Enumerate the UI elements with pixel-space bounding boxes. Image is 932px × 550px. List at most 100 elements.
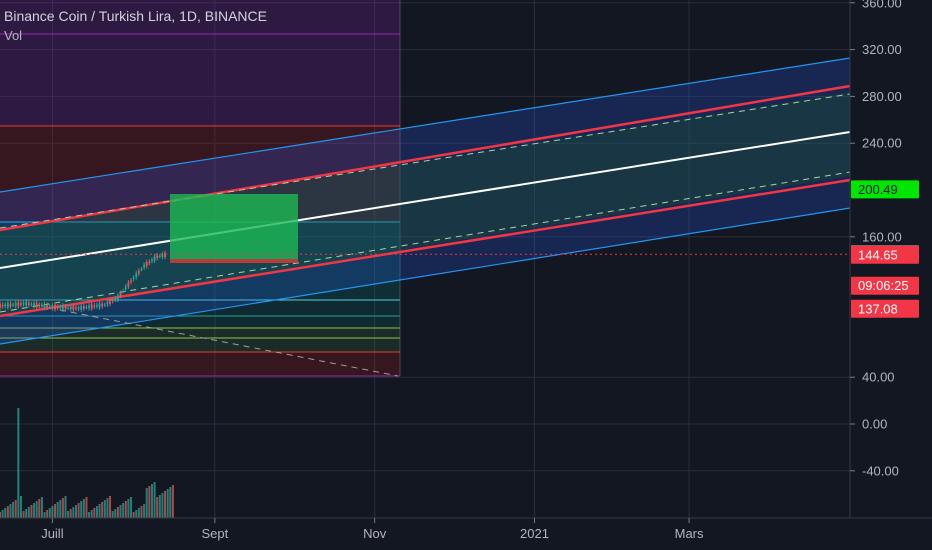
volume-bar	[106, 498, 109, 518]
candle-body	[151, 259, 153, 262]
price-badge[interactable]	[851, 245, 919, 264]
volume-bar	[6, 506, 9, 518]
candle-body	[137, 270, 140, 274]
regression-center-line	[0, 131, 851, 269]
candle-body	[88, 305, 90, 309]
time-tick-label: 2021	[520, 526, 549, 541]
volume-bar	[164, 491, 167, 518]
candle-body	[111, 299, 114, 302]
volume-bar	[150, 484, 153, 518]
price-tick-label: 240.00	[862, 136, 902, 151]
volume-bar	[14, 500, 17, 518]
chart-grid	[0, 0, 850, 518]
stop-zone-box	[170, 259, 298, 263]
volume-bar	[166, 489, 169, 518]
time-tick-label: Nov	[363, 526, 387, 541]
volume-bar	[101, 502, 104, 518]
price-badge-label: 144.65	[858, 247, 898, 262]
long-position-box[interactable]	[170, 194, 298, 263]
volume-bar	[85, 497, 88, 518]
volume-bar	[169, 487, 172, 518]
volume-bar	[74, 505, 77, 518]
candle-body	[153, 256, 156, 261]
candle-body	[12, 304, 14, 306]
price-badge[interactable]	[851, 276, 919, 295]
fib-zone-bottom	[0, 352, 400, 376]
volume-bars	[0, 408, 174, 518]
volume-bar	[137, 508, 140, 518]
candle-body	[119, 292, 122, 296]
volume-bar	[67, 511, 70, 518]
volume-bar	[9, 504, 12, 518]
volume-bar	[64, 496, 67, 518]
candle-body	[46, 304, 49, 308]
volume-bar	[27, 507, 30, 518]
volume-indicator-label[interactable]: Vol	[4, 28, 23, 43]
candle-body	[135, 273, 138, 278]
candle-body	[85, 307, 88, 309]
volume-bar	[156, 497, 159, 518]
volume-bar	[38, 499, 41, 518]
volume-bar	[135, 510, 138, 518]
volume-bar	[54, 504, 57, 518]
volume-bar	[161, 493, 164, 518]
volume-bar	[22, 511, 25, 518]
price-tick-label: 360.00	[862, 0, 902, 10]
candle-body	[164, 252, 166, 258]
candle-body	[143, 264, 145, 268]
time-tick-label: Sept	[201, 526, 228, 541]
candle-body	[148, 261, 151, 264]
dashed-upper-line	[0, 93, 851, 229]
volume-bar	[158, 495, 161, 518]
candle-body	[161, 254, 164, 257]
volume-bar	[80, 501, 83, 518]
volume-bar	[12, 502, 15, 518]
candle-body	[145, 262, 148, 267]
candle-body	[156, 255, 159, 259]
time-tick-label: Mars	[675, 526, 704, 541]
candle-body	[140, 269, 143, 271]
candle-body	[56, 306, 59, 308]
volume-bar	[148, 486, 151, 518]
candle-body	[43, 303, 46, 309]
volume-bar	[114, 509, 117, 518]
candle-body	[80, 305, 83, 310]
candle-body	[103, 304, 106, 306]
candle-body	[0, 303, 1, 308]
volume-bar	[19, 496, 22, 518]
volume-bar	[51, 506, 54, 518]
candle-body	[72, 305, 75, 311]
price-badge-label: 09:06:25	[858, 278, 909, 293]
price-axis[interactable]: 360.00 320.00 280.00 240.00 160.00 40.00 0.00 -…	[849, 0, 932, 518]
volume-bar	[140, 506, 143, 518]
candle-body	[6, 303, 9, 308]
candle-body	[33, 303, 35, 306]
candle-body	[61, 305, 64, 310]
time-tick-label: Juill	[41, 526, 64, 541]
candle-body	[117, 295, 119, 300]
fibonacci-retracement[interactable]	[0, 0, 401, 377]
candle-body	[130, 280, 132, 282]
candle-body	[38, 304, 41, 306]
price-badge[interactable]	[851, 299, 919, 318]
time-axis-bg	[0, 518, 932, 550]
candle-body	[59, 306, 62, 309]
symbol-title[interactable]: Binance Coin / Turkish Lira, 1D, BINANCE	[4, 8, 267, 24]
price-badge[interactable]	[851, 180, 919, 199]
volume-bar	[95, 506, 98, 518]
volume-bar	[17, 408, 20, 518]
candle-body	[20, 303, 22, 305]
price-tick-label: 0.00	[862, 417, 887, 432]
volume-bar	[48, 508, 51, 518]
channel-lower-line	[0, 207, 851, 345]
candle-body	[132, 277, 135, 279]
candle-body	[90, 304, 93, 309]
volume-bar	[61, 498, 64, 518]
candle-body	[124, 286, 127, 290]
time-axis[interactable]: Juill Sept Nov 2021 Mars	[0, 517, 932, 550]
volume-bar	[122, 503, 125, 518]
candle-body	[98, 303, 101, 308]
channel-upper-line	[0, 57, 851, 193]
volume-bar	[33, 503, 36, 518]
